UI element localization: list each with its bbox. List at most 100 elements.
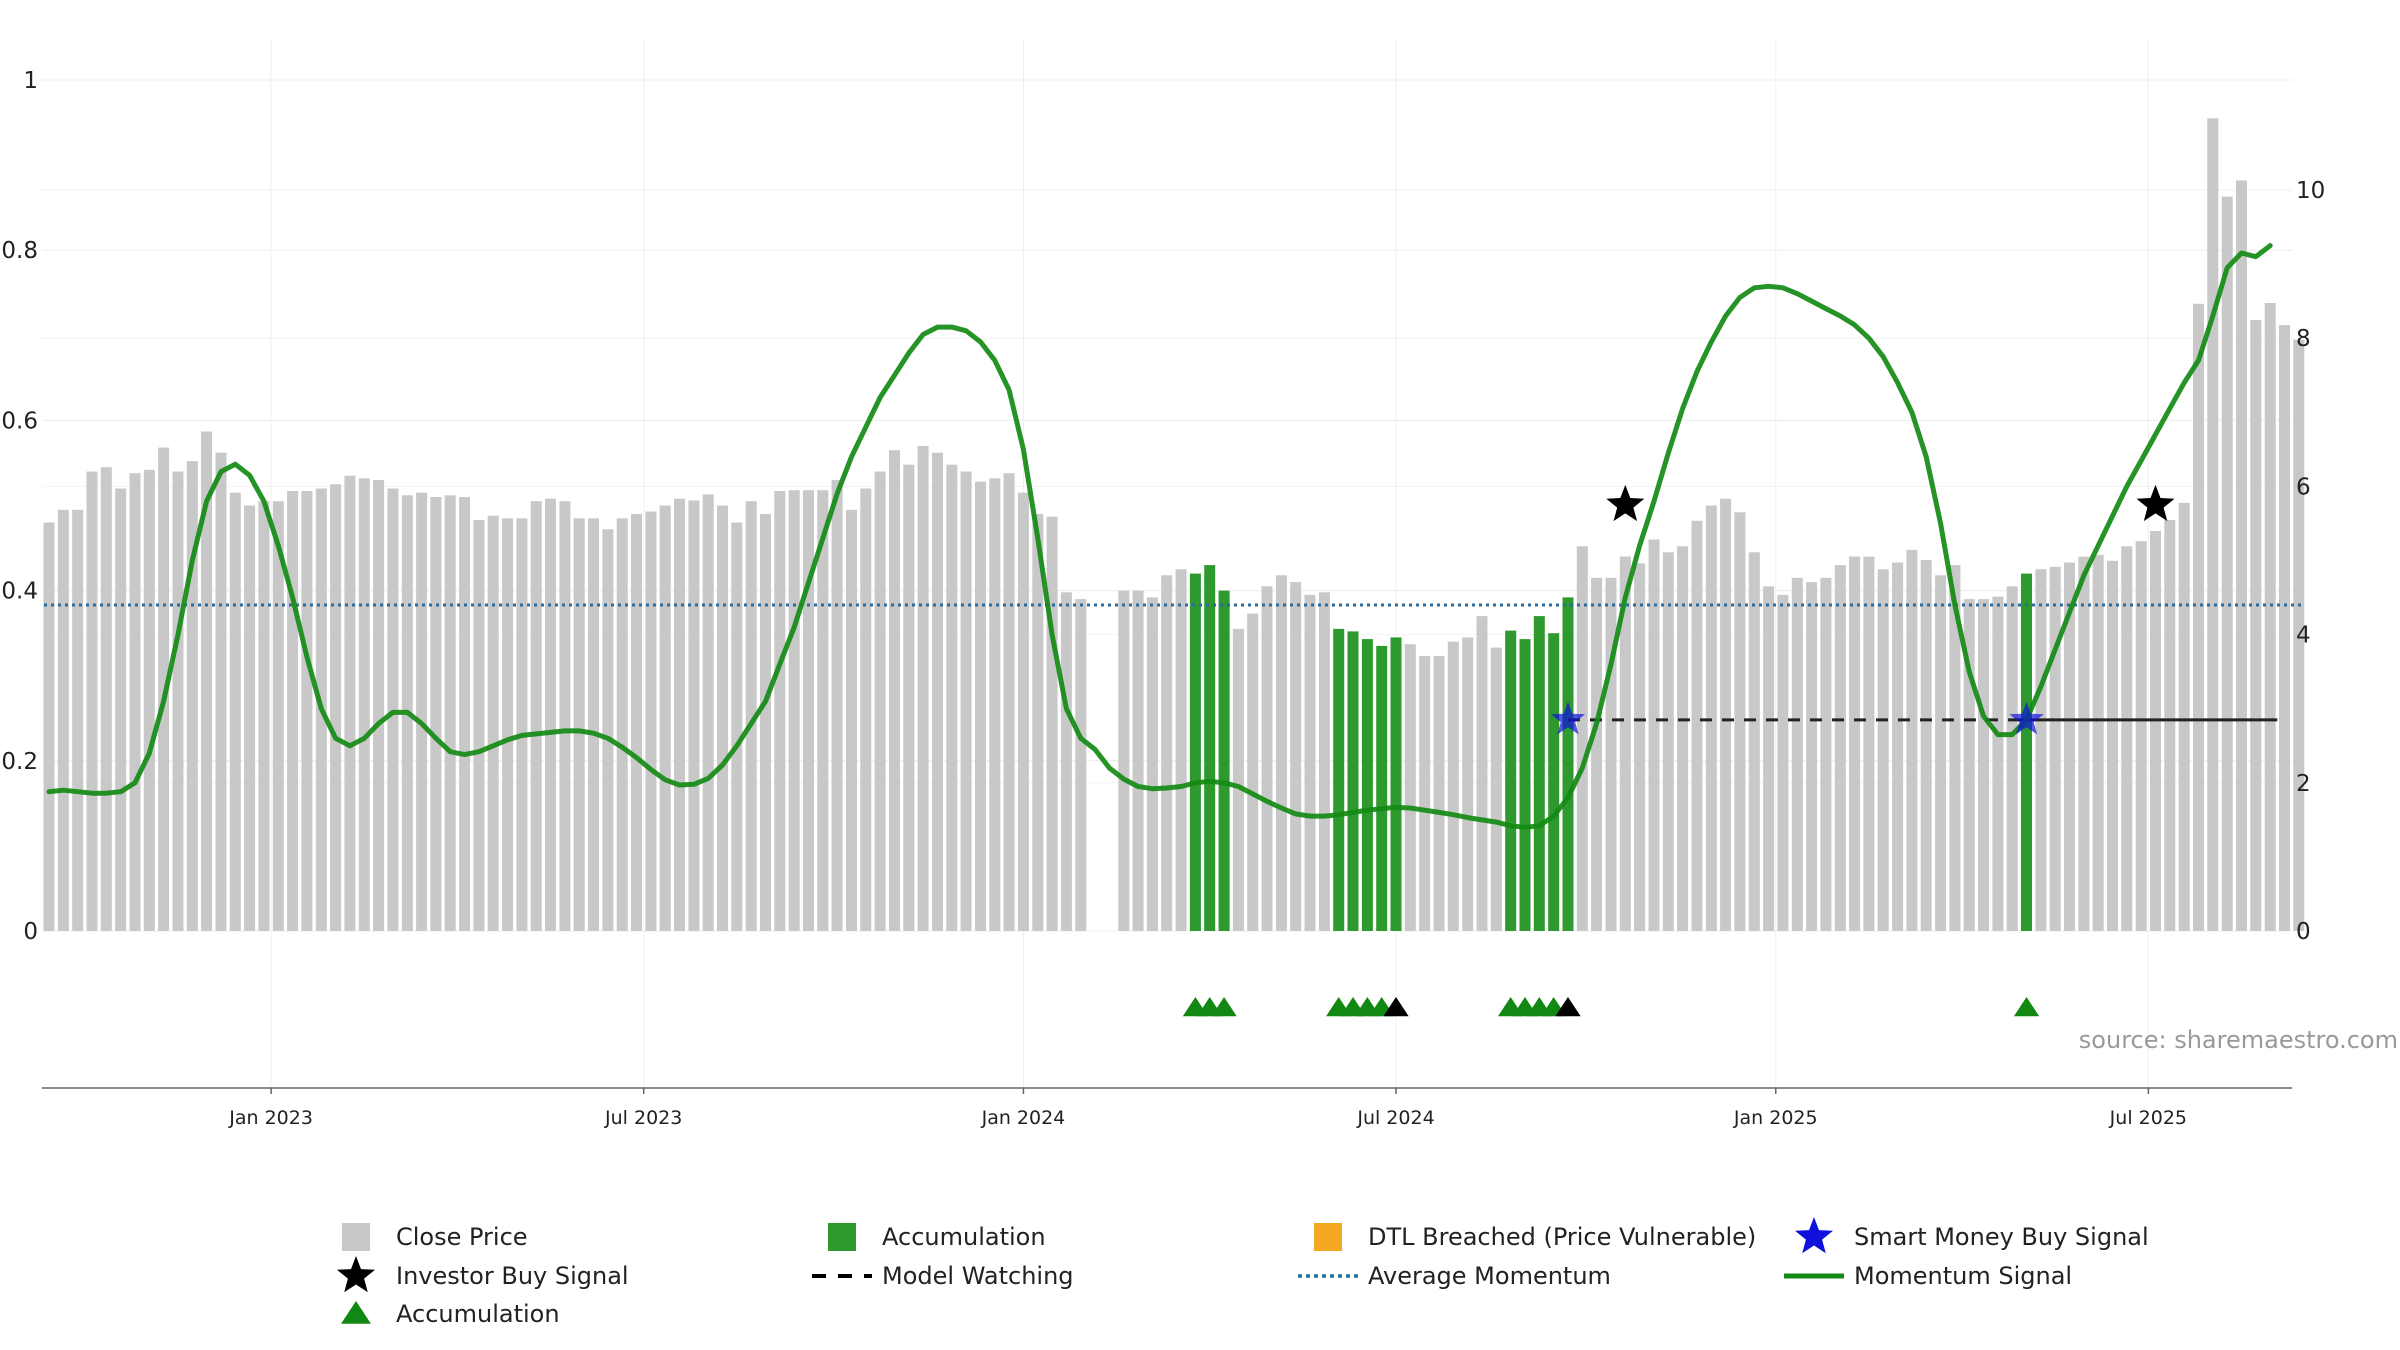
close-price-bar bbox=[946, 464, 958, 931]
close-price-bar bbox=[645, 511, 657, 931]
legend-item: Close Price bbox=[342, 1223, 528, 1251]
close-price-bar bbox=[1705, 505, 1717, 931]
close-price-bar bbox=[1763, 586, 1775, 931]
y-left-tick-label: 0.6 bbox=[1, 408, 38, 434]
legend: Close Price Accumulation DTL Breached (Pri… bbox=[337, 1217, 2149, 1328]
close-price-bar bbox=[1963, 599, 1975, 931]
close-price-bar bbox=[573, 518, 585, 931]
close-price-bar bbox=[1017, 492, 1029, 931]
close-price-bar bbox=[1605, 577, 1617, 931]
close-price-bar bbox=[387, 488, 399, 931]
x-tick-label: Jul 2025 bbox=[2109, 1107, 2187, 1129]
axes-layer: Jan 2023 Jul 2023 Jan 2024 Jul 2024 Jan 2025… bbox=[1, 68, 2325, 1129]
y-right-tick-label: 10 bbox=[2296, 178, 2325, 204]
close-price-bar bbox=[745, 501, 757, 931]
source-label: source: sharemaestro.com bbox=[2079, 1026, 2398, 1054]
legend-label: DTL Breached (Price Vulnerable) bbox=[1368, 1223, 1756, 1251]
close-price-bar bbox=[874, 471, 886, 931]
close-price-bar bbox=[1247, 613, 1259, 931]
legend-item: Smart Money Buy Signal bbox=[1795, 1217, 2149, 1254]
close-price-bar bbox=[430, 497, 442, 931]
close-price-bar bbox=[229, 492, 241, 931]
close-price-bar bbox=[86, 471, 98, 931]
close-price-bar bbox=[1849, 556, 1861, 931]
close-price-bar bbox=[186, 461, 198, 931]
close-price-bar bbox=[1806, 582, 1818, 931]
close-price-bar bbox=[1490, 647, 1502, 931]
close-price-bar bbox=[2078, 556, 2090, 931]
close-price-bar bbox=[2006, 586, 2018, 931]
close-price-bar bbox=[1777, 594, 1789, 931]
close-price-bar bbox=[43, 522, 55, 931]
close-price-bar bbox=[803, 490, 814, 931]
close-price-bar bbox=[932, 452, 943, 931]
x-tick-label: Jan 2024 bbox=[981, 1107, 1066, 1129]
close-price-bar bbox=[1261, 586, 1273, 931]
legend-label: Accumulation bbox=[396, 1300, 560, 1328]
close-price-bar bbox=[1118, 590, 1130, 931]
close-price-bar bbox=[2264, 303, 2276, 931]
y-right-tick-label: 4 bbox=[2296, 623, 2311, 649]
close-price-bar bbox=[659, 505, 671, 931]
close-price-bar bbox=[330, 484, 342, 931]
legend-item: Model Watching bbox=[812, 1262, 1074, 1290]
close-price-bar bbox=[717, 505, 728, 931]
y-left-tick-label: 0.2 bbox=[1, 749, 38, 775]
close-price-bar bbox=[2107, 560, 2118, 931]
close-price-bar bbox=[1175, 569, 1187, 931]
accumulation-bar bbox=[1189, 573, 1201, 931]
legend-item: DTL Breached (Price Vulnerable) bbox=[1314, 1223, 1756, 1251]
legend-investor-buy-star bbox=[337, 1256, 375, 1293]
y-right-tick-label: 6 bbox=[2296, 474, 2311, 500]
close-price-bar bbox=[215, 452, 227, 931]
y-left-tick-label: 0.4 bbox=[1, 579, 38, 605]
y-left-tick-label: 0 bbox=[23, 919, 38, 945]
close-price-bar bbox=[2221, 196, 2233, 932]
close-price-bar bbox=[1476, 616, 1488, 931]
close-price-bar bbox=[258, 501, 270, 931]
close-price-bar bbox=[731, 522, 743, 931]
close-price-bar bbox=[1820, 577, 1832, 931]
close-price-bar bbox=[502, 518, 514, 931]
close-price-bar bbox=[1677, 546, 1689, 931]
close-price-bar bbox=[1060, 592, 1072, 931]
accumulation-bar bbox=[1204, 565, 1216, 931]
close-price-bar bbox=[129, 473, 141, 931]
close-price-bar bbox=[143, 469, 155, 931]
close-price-bar bbox=[2279, 325, 2290, 932]
close-price-bar bbox=[272, 501, 284, 931]
close-price-bar bbox=[244, 505, 256, 931]
close-price-bar bbox=[1935, 575, 1947, 931]
close-price-bar bbox=[545, 498, 556, 931]
close-price-bar bbox=[917, 445, 929, 931]
close-price-bar bbox=[115, 488, 127, 931]
close-price-bar bbox=[1906, 549, 1918, 931]
close-price-bar bbox=[2193, 303, 2204, 931]
close-price-bar bbox=[559, 501, 571, 931]
close-price-bar bbox=[2049, 566, 2061, 931]
close-price-bar bbox=[358, 478, 370, 931]
close-price-bar bbox=[287, 491, 299, 931]
close-price-bar bbox=[57, 509, 69, 931]
close-price-bar bbox=[1318, 592, 1330, 931]
close-price-bar bbox=[831, 480, 843, 931]
close-price-bar bbox=[1834, 565, 1846, 931]
close-price-bar bbox=[1791, 577, 1803, 931]
y-right-tick-label: 0 bbox=[2296, 919, 2311, 945]
legend-label: Momentum Signal bbox=[1854, 1262, 2072, 1290]
close-price-bar bbox=[889, 450, 900, 931]
close-price-bar bbox=[2250, 320, 2262, 931]
close-price-bar bbox=[2178, 502, 2190, 931]
close-price-bar bbox=[487, 515, 499, 931]
close-price-bar bbox=[172, 471, 184, 931]
legend-item: Accumulation bbox=[341, 1300, 560, 1328]
close-price-bar bbox=[860, 488, 872, 931]
close-price-bar bbox=[201, 431, 213, 931]
close-price-bar bbox=[344, 475, 356, 931]
close-price-bar bbox=[674, 498, 685, 931]
legend-item: Momentum Signal bbox=[1784, 1262, 2072, 1290]
y-left-tick-label: 1 bbox=[23, 68, 38, 94]
close-price-bar bbox=[774, 491, 786, 931]
lines-layer bbox=[44, 243, 2304, 830]
momentum-signal-line bbox=[46, 243, 2273, 830]
